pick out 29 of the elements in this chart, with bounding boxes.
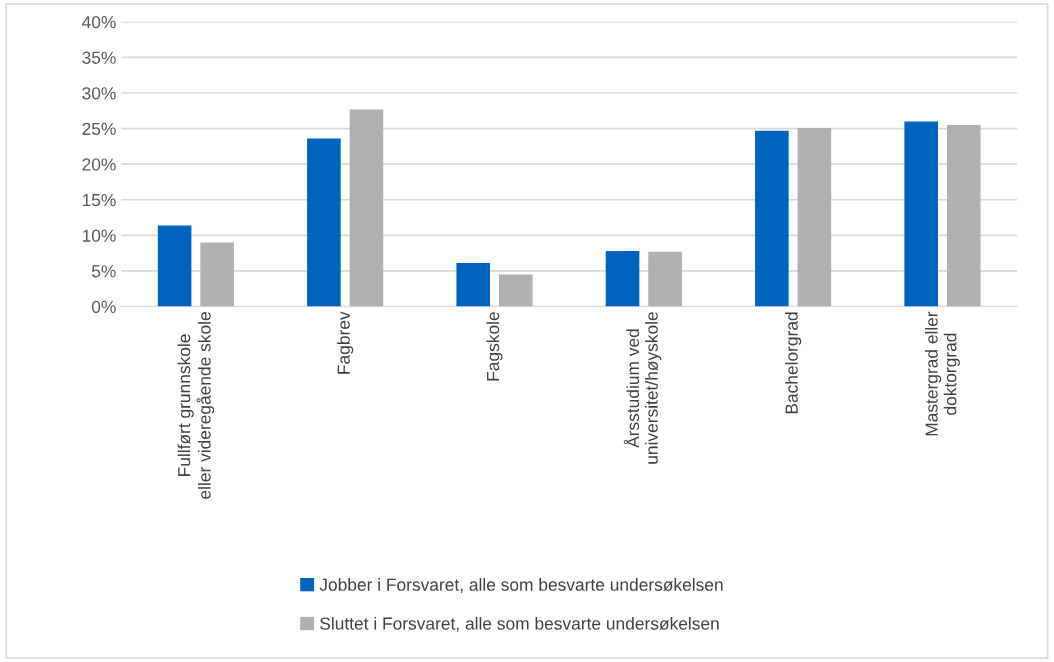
bar (605, 251, 640, 307)
x-tick-label: Årsstudium ved universitet/høyskole (623, 312, 662, 464)
bar (157, 225, 192, 307)
x-tick-label: Fagskole (486, 312, 503, 381)
y-tick-label: 15% (82, 194, 116, 207)
x-tick-label: Fagbrev (337, 311, 354, 374)
y-tick-label: 30% (82, 87, 116, 100)
x-tick-label: Mastergrad eller doktorgrad (925, 311, 960, 436)
y-tick-label: 40% (82, 16, 116, 29)
bar (946, 125, 981, 307)
y-tick-label: 25% (82, 122, 116, 136)
x-tick-label: Bachelorgrad (785, 312, 802, 414)
bar (200, 242, 234, 307)
y-tick-label: 35% (82, 51, 116, 64)
bar (797, 127, 832, 307)
legend-label: Sluttet i Forsvaret, alle som besvarte undersøkelsen (320, 616, 719, 632)
y-tick-label: 5% (91, 265, 116, 278)
bar (456, 263, 491, 307)
bar (307, 138, 341, 307)
legend-label: Jobber i Forsvaret, alle som besvarte undersøkelsen (319, 578, 723, 593)
bar (349, 109, 384, 307)
bar (755, 130, 789, 307)
y-tick-label: 10% (82, 229, 116, 242)
bar (904, 121, 938, 307)
x-tick-label: Fullført grunnskole eller videregående skole (177, 312, 215, 499)
bar (498, 274, 533, 307)
y-tick-label: 0% (91, 300, 116, 313)
y-tick-label: 20% (82, 158, 116, 171)
bar (648, 251, 682, 307)
